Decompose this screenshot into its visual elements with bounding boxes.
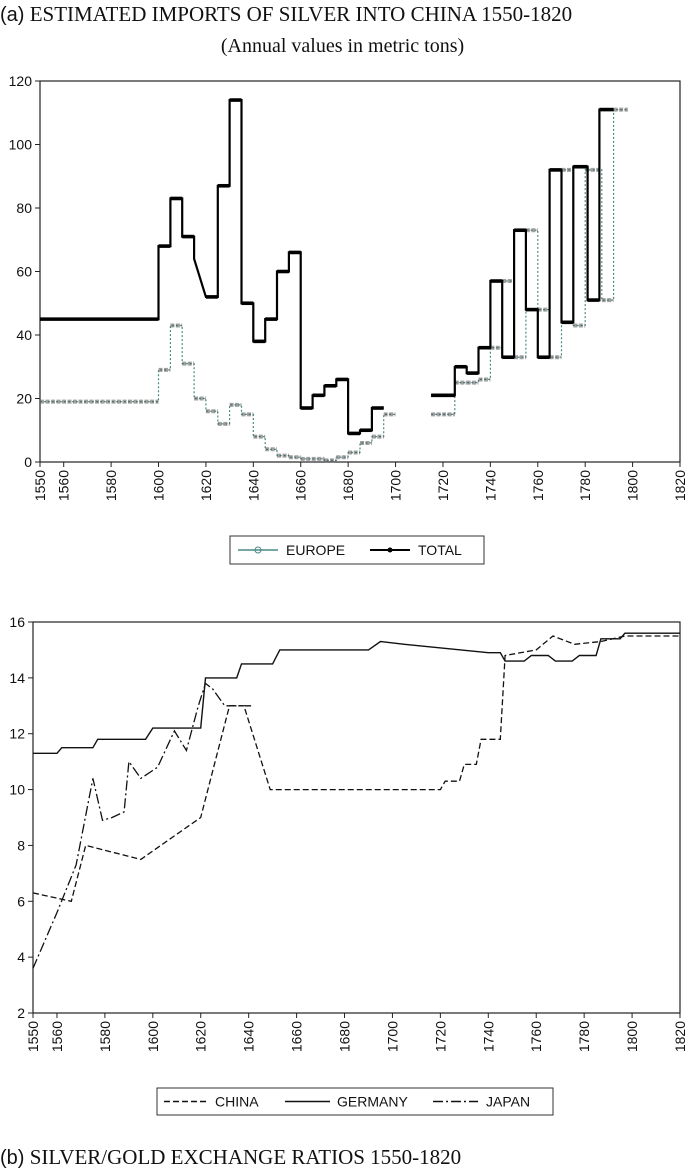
legend-item-europe: EUROPE bbox=[238, 542, 345, 558]
series-europe bbox=[40, 107, 628, 463]
legend-marker bbox=[387, 547, 393, 553]
legend-label: JAPAN bbox=[486, 1094, 530, 1110]
x-tick-label: 1600 bbox=[145, 1021, 161, 1052]
y-tick-label: 14 bbox=[9, 670, 25, 686]
legend-label: EUROPE bbox=[286, 542, 345, 558]
x-tick-label: 1780 bbox=[576, 1021, 592, 1052]
chart-a-subtitle: (Annual values in metric tons) bbox=[220, 35, 465, 57]
series-europe-line bbox=[40, 324, 396, 461]
legend-label: TOTAL bbox=[418, 542, 462, 558]
chart-b-title: (b) SILVER/GOLD EXCHANGE RATIOS 1550-182… bbox=[0, 1145, 685, 1170]
y-tick-label: 20 bbox=[16, 391, 32, 407]
chart-b-exchange-ratios: 2 4 6 8 10 12 14 16 1550 1560 1580 1600 1620 1640 1660… bbox=[9, 614, 685, 1116]
legend-box bbox=[156, 1087, 554, 1116]
x-tick-label: 1640 bbox=[241, 1021, 257, 1052]
y-tick-label: 8 bbox=[17, 837, 25, 853]
series-total bbox=[40, 98, 614, 436]
x-tick-label: 1640 bbox=[245, 470, 261, 501]
x-tick-label: 1680 bbox=[340, 470, 356, 501]
series-total-line bbox=[431, 108, 614, 397]
y-tick-label: 120 bbox=[9, 73, 33, 89]
series-japan-line bbox=[32, 682, 252, 969]
x-tick-label: 1780 bbox=[577, 470, 593, 501]
y-tick-label: 60 bbox=[16, 264, 32, 280]
plot-frame bbox=[39, 80, 681, 463]
y-tick-label: 16 bbox=[9, 614, 25, 630]
x-tick-label: 1800 bbox=[624, 1021, 640, 1052]
x-tick-label: 1620 bbox=[198, 470, 214, 501]
series-germany bbox=[33, 632, 680, 754]
series-germany-line bbox=[33, 632, 680, 754]
y-tick-label: 6 bbox=[17, 893, 25, 909]
chart-a-prefix: (a) bbox=[0, 4, 25, 26]
y-tick-label: 100 bbox=[9, 137, 33, 153]
x-tick-label: 1800 bbox=[625, 470, 641, 501]
y-tick-label: 0 bbox=[24, 454, 32, 470]
y-tick-label: 40 bbox=[16, 327, 32, 343]
legend-item-germany: GERMANY bbox=[285, 1094, 408, 1110]
legend-item-china: CHINA bbox=[164, 1094, 259, 1110]
legend-marker bbox=[254, 546, 262, 554]
series-japan bbox=[32, 682, 252, 969]
x-tick-label: 1620 bbox=[193, 1021, 209, 1052]
chart-a-title-text: ESTIMATED IMPORTS OF SILVER INTO CHINA 1… bbox=[29, 2, 573, 26]
x-tick-label: 1660 bbox=[293, 470, 309, 501]
x-tick-label: 1720 bbox=[435, 470, 451, 501]
x-tick-label: 1560 bbox=[56, 470, 72, 501]
x-tick-label: 1560 bbox=[49, 1021, 65, 1052]
series-china-line bbox=[32, 635, 680, 903]
x-tick-label: 1550 bbox=[32, 470, 48, 501]
y-tick-label: 80 bbox=[16, 200, 32, 216]
x-tick-label: 1600 bbox=[151, 470, 167, 501]
legend-item-japan: JAPAN bbox=[433, 1094, 530, 1110]
x-tick-label: 1580 bbox=[103, 470, 119, 501]
x-tick-label: 1700 bbox=[388, 470, 404, 501]
chart-a-title: (a) ESTIMATED IMPORTS OF SILVER INTO CHI… bbox=[0, 2, 685, 27]
y-tick-label: 10 bbox=[9, 782, 25, 798]
x-tick-label: 1580 bbox=[97, 1021, 113, 1052]
x-tick-label: 1720 bbox=[432, 1021, 448, 1052]
x-tick-label: 1740 bbox=[482, 470, 498, 501]
chart-a-silver-imports: 0 20 40 60 80 100 120 1550 1560 1580 1600 1620 1640 1… bbox=[9, 73, 685, 565]
legend-label: CHINA bbox=[215, 1094, 259, 1110]
chart-b-prefix: (b) bbox=[0, 1147, 25, 1169]
x-tick-label: 1680 bbox=[337, 1021, 353, 1052]
legend-label: GERMANY bbox=[337, 1094, 408, 1110]
x-tick-label: 1660 bbox=[289, 1021, 305, 1052]
y-tick-label: 2 bbox=[17, 1005, 25, 1021]
chart-b-title-text: SILVER/GOLD EXCHANGE RATIOS 1550-1820 bbox=[29, 1145, 462, 1169]
x-tick-label: 1760 bbox=[530, 470, 546, 501]
x-tick-label: 1740 bbox=[480, 1021, 496, 1052]
x-tick-label: 1820 bbox=[672, 470, 685, 501]
y-tick-label: 12 bbox=[9, 726, 25, 742]
series-china bbox=[32, 635, 680, 903]
x-tick-label: 1760 bbox=[528, 1021, 544, 1052]
x-tick-label: 1550 bbox=[25, 1021, 41, 1052]
legend-item-total: TOTAL bbox=[370, 542, 462, 558]
x-tick-label: 1820 bbox=[672, 1021, 685, 1052]
x-tick-label: 1700 bbox=[384, 1021, 400, 1052]
series-total-line bbox=[40, 98, 384, 435]
plot-frame bbox=[32, 621, 681, 1014]
y-tick-label: 4 bbox=[17, 949, 25, 965]
